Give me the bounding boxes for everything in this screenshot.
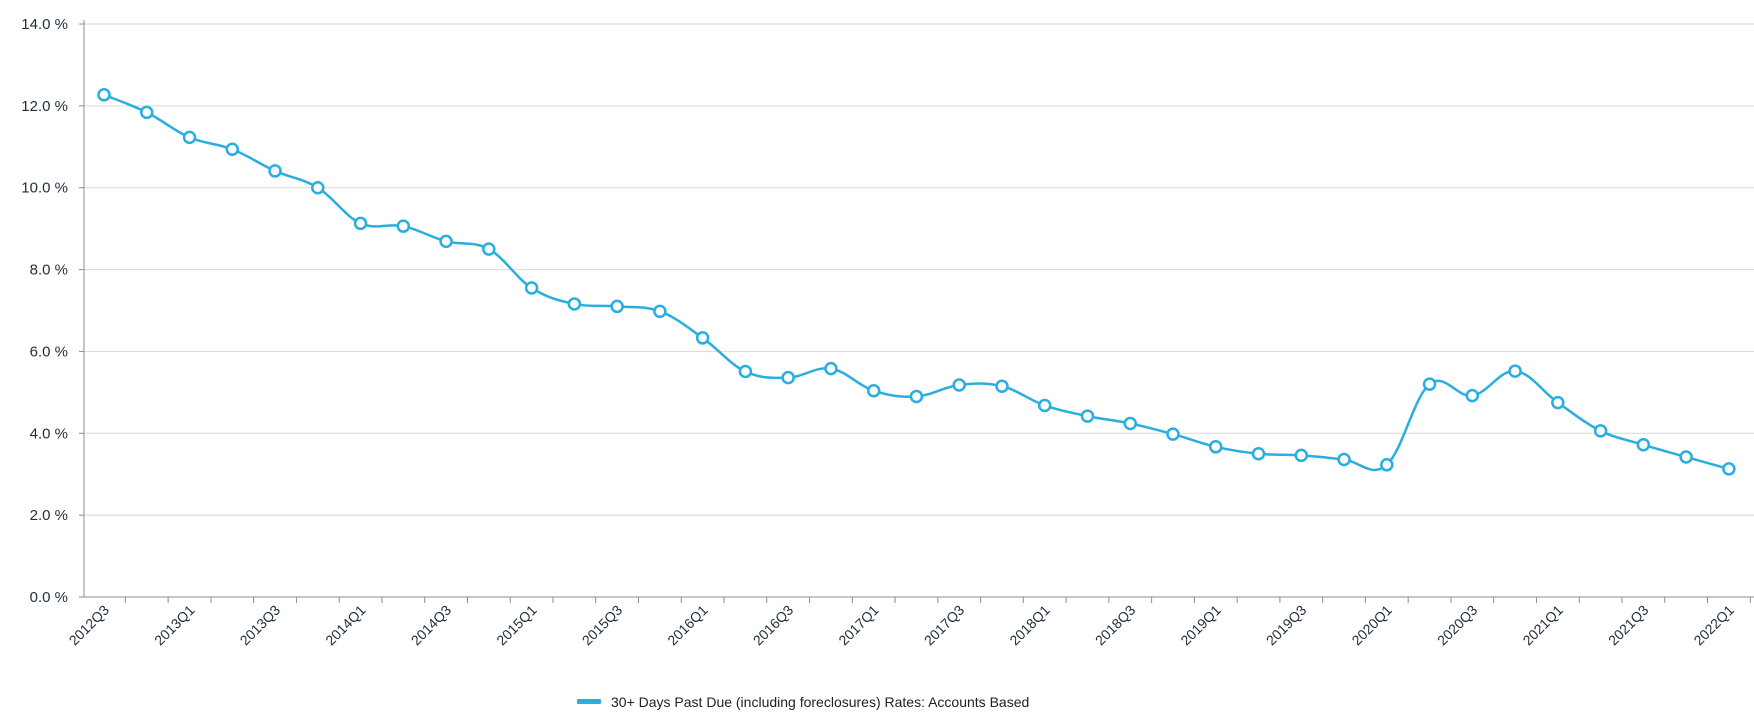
data-point (353, 216, 368, 231)
y-tick-label: 14.0 % (21, 16, 68, 33)
data-point (567, 297, 582, 311)
data-point (396, 219, 411, 233)
data-point (1166, 427, 1180, 441)
x-tick-label: 2014Q1 (322, 602, 369, 649)
y-tick-label: 6.0 % (30, 343, 68, 360)
data-point (1294, 448, 1309, 463)
data-point (695, 331, 710, 345)
x-tick-labels: 2012Q3 2013Q1 2013Q3 2014Q1 2014Q3 2015Q1 2015… (66, 602, 1738, 649)
data-point (439, 234, 453, 249)
x-tick-label: 2015Q3 (579, 602, 626, 649)
x-tick-label: 2020Q3 (1434, 602, 1481, 649)
data-point (1508, 364, 1522, 378)
data-point (824, 361, 838, 376)
data-point (1422, 377, 1437, 391)
data-point (1209, 440, 1223, 454)
data-point (1380, 458, 1394, 472)
data-point (182, 130, 197, 145)
data-points (97, 88, 1736, 476)
x-tick-label: 2018Q1 (1006, 602, 1053, 649)
data-point (482, 242, 496, 256)
data-point (140, 105, 154, 120)
y-tick-label: 8.0 % (30, 262, 68, 279)
x-tick-label: 2013Q3 (237, 602, 284, 649)
data-point (781, 370, 795, 385)
x-tick-label: 2017Q3 (921, 602, 968, 649)
y-tick-label: 10.0 % (21, 180, 68, 197)
data-point (311, 180, 325, 195)
x-tick-label: 2013Q1 (151, 602, 198, 649)
data-point (995, 379, 1009, 393)
data-point (524, 281, 539, 295)
data-point (866, 383, 881, 398)
x-tick-label: 2019Q1 (1177, 602, 1224, 649)
data-point (738, 364, 753, 379)
data-point (1251, 447, 1266, 461)
legend: 30+ Days Past Due (including foreclosure… (577, 694, 1029, 710)
data-point (909, 389, 924, 404)
y-tick-labels: 0.0 % 2.0 % 4.0 % 6.0 % 8.0 % 10.0 % 12.0 % 14.… (21, 16, 68, 606)
data-point (1679, 450, 1693, 464)
x-tick-label: 2017Q1 (835, 602, 882, 649)
data-point (1593, 424, 1608, 438)
data-point (952, 378, 966, 392)
data-point (653, 304, 667, 319)
data-point (1037, 398, 1052, 413)
x-tick-label: 2022Q1 (1690, 602, 1737, 649)
data-point (225, 142, 240, 156)
data-point (268, 164, 282, 178)
legend-swatch (577, 699, 601, 704)
x-tick-label: 2016Q3 (750, 602, 797, 649)
series-line-path (103, 93, 1730, 472)
data-point (1551, 395, 1565, 410)
data-point (1465, 388, 1480, 403)
series-line (103, 93, 1730, 472)
x-tick-label: 2014Q3 (408, 602, 455, 649)
x-tick-label: 2016Q1 (664, 602, 711, 649)
data-point (1080, 409, 1095, 423)
data-point (1636, 437, 1651, 452)
x-tick-label: 2021Q3 (1605, 602, 1652, 649)
gridlines (84, 23, 1754, 516)
data-point (97, 88, 111, 102)
data-point (1123, 416, 1137, 431)
data-point (1722, 462, 1736, 476)
data-point (1337, 452, 1351, 467)
y-tick-label: 4.0 % (30, 425, 68, 442)
x-tick-label: 2012Q3 (66, 602, 113, 649)
y-tick-label: 2.0 % (30, 507, 68, 524)
x-tick-label: 2020Q1 (1348, 602, 1395, 649)
x-tick-label: 2018Q3 (1092, 602, 1139, 649)
axes (79, 20, 1754, 603)
data-point (610, 299, 624, 314)
legend-label: 30+ Days Past Due (including foreclosure… (611, 694, 1029, 710)
y-tick-label: 0.0 % (30, 589, 68, 606)
x-tick-label: 2021Q1 (1519, 602, 1566, 649)
x-tick-label: 2015Q1 (493, 602, 540, 649)
x-tick-label: 2019Q3 (1263, 602, 1310, 649)
y-tick-label: 12.0 % (21, 98, 68, 115)
